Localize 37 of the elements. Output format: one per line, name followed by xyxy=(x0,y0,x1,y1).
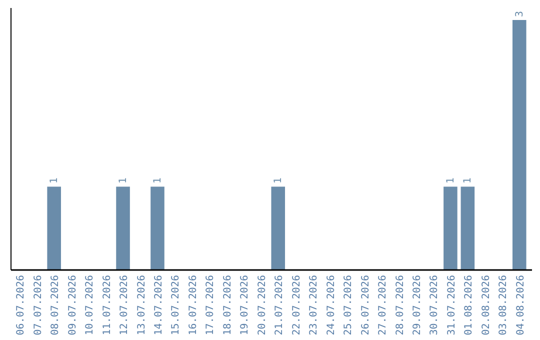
x-tick-label: 07.07.2026 xyxy=(32,275,44,336)
data-label: 1 xyxy=(445,178,456,184)
x-tick-label: 14.07.2026 xyxy=(153,275,164,336)
x-tick-label: 11.07.2026 xyxy=(102,275,113,336)
x-tick-label: 26.07.2026 xyxy=(360,275,372,336)
x-tick-label: 02.08.2026 xyxy=(480,275,492,336)
x-tick-label: 19.07.2026 xyxy=(240,275,251,336)
x-tick-label: 21.07.2026 xyxy=(274,275,286,336)
x-tick-label: 03.08.2026 xyxy=(498,275,510,336)
data-label: 3 xyxy=(514,10,526,17)
x-tick-label: 25.07.2026 xyxy=(343,275,354,336)
data-label: 1 xyxy=(118,178,130,184)
x-tick-label: 12.07.2026 xyxy=(119,275,130,336)
x-tick-label: 10.07.2026 xyxy=(84,275,96,336)
x-tick-label: 20.07.2026 xyxy=(256,275,268,336)
data-label: 1 xyxy=(152,178,164,184)
x-tick-label: 28.07.2026 xyxy=(394,275,406,336)
x-tick-label: 23.07.2026 xyxy=(308,275,320,336)
x-tick-label: 04.08.2026 xyxy=(515,275,526,336)
x-tick-label: 01.08.2026 xyxy=(464,275,475,336)
x-tick-label: 29.07.2026 xyxy=(412,275,423,336)
data-label: 1 xyxy=(273,178,284,184)
x-tick-label: 30.07.2026 xyxy=(429,275,440,336)
x-tick-label: 13.07.2026 xyxy=(136,275,148,336)
x-tick-label: 27.07.2026 xyxy=(378,275,389,336)
data-label: 1 xyxy=(462,178,474,184)
x-tick-label: 24.07.2026 xyxy=(326,275,337,336)
x-tick-label: 15.07.2026 xyxy=(170,275,182,336)
x-tick-label: 31.07.2026 xyxy=(446,275,458,336)
x-tick-label: 08.07.2026 xyxy=(50,275,62,336)
x-tick-label: 06.07.2026 xyxy=(16,275,27,336)
x-tick-label: 17.07.2026 xyxy=(205,275,216,336)
x-tick-label: 18.07.2026 xyxy=(222,275,234,336)
data-label: 1 xyxy=(49,178,60,184)
x-tick-label: 22.07.2026 xyxy=(291,275,302,336)
x-tick-label: 09.07.2026 xyxy=(67,275,78,336)
x-tick-label: 16.07.2026 xyxy=(188,275,199,336)
